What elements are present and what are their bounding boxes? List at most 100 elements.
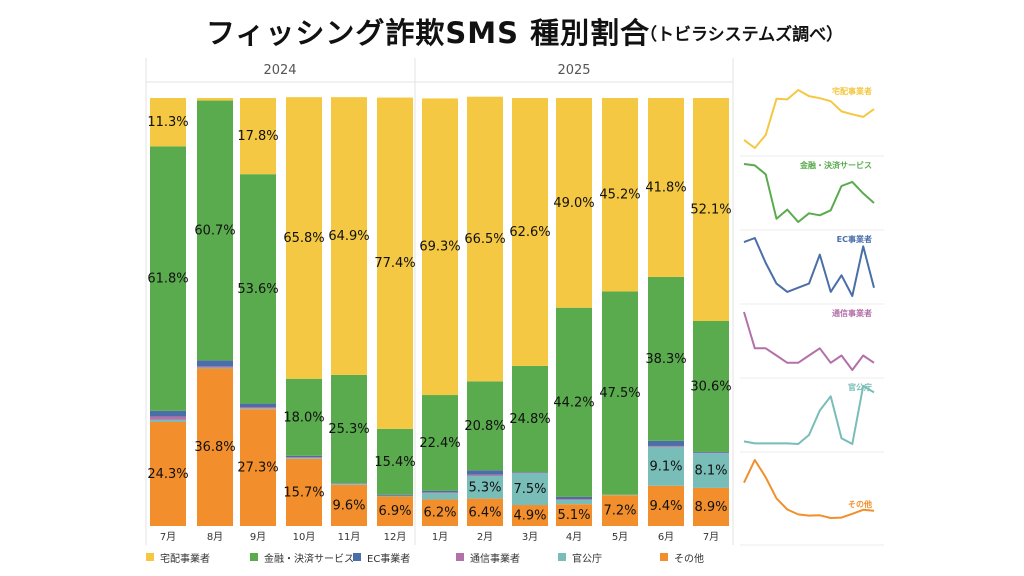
x-tick-label-3: 9月 <box>250 531 266 543</box>
legend-item-government: 官公庁 <box>558 548 602 566</box>
data-label-other-11: 7.2% <box>603 504 636 519</box>
chart-title-area: フィッシング詐欺SMS 種別割合 （トビラシステムズ調べ） <box>0 6 1024 58</box>
data-label-delivery-11: 45.2% <box>599 188 640 203</box>
bar-other-9 <box>512 505 548 526</box>
data-label-delivery-5: 64.9% <box>328 229 369 244</box>
legend-swatch-government <box>558 553 566 561</box>
sparkline-telecom <box>743 311 875 371</box>
sparkline-government <box>743 385 875 445</box>
legend-label-finance: 金融・決済サービス <box>264 553 354 565</box>
data-label-finance-2: 60.7% <box>194 223 235 238</box>
legend-item-delivery: 宅配事業者 <box>146 548 210 566</box>
legend-label-other: その他 <box>674 553 704 565</box>
bar-delivery-9 <box>512 98 548 366</box>
bar-ec-1 <box>150 410 186 417</box>
x-tick-label-6: 12月 <box>384 531 407 543</box>
sparkline-label-government: 官公庁 <box>848 382 872 392</box>
bar-delivery-1 <box>150 98 186 147</box>
x-tick-label-8: 2月 <box>477 531 493 543</box>
bar-government-13 <box>693 453 729 488</box>
data-label-other-4: 15.7% <box>283 485 324 500</box>
bar-government-9 <box>512 472 548 506</box>
data-label-other-12: 9.4% <box>649 499 682 514</box>
data-label-delivery-10: 49.0% <box>553 196 594 211</box>
bar-ec-12 <box>648 440 684 446</box>
sparkline-delivery <box>743 89 875 149</box>
x-tick-label-2: 8月 <box>207 531 223 543</box>
bar-government-4 <box>286 457 322 459</box>
data-label-delivery-1: 11.3% <box>147 115 188 130</box>
bar-government-1 <box>150 419 186 422</box>
data-label-government-12: 9.1% <box>649 459 682 474</box>
legend-swatch-telecom <box>456 553 464 561</box>
bar-delivery-7 <box>422 98 458 396</box>
data-label-other-13: 8.9% <box>694 500 727 515</box>
bar-delivery-5 <box>331 97 367 375</box>
sparkline-label-other: その他 <box>848 499 872 509</box>
data-label-finance-1: 61.8% <box>147 272 188 287</box>
legend-item-finance: 金融・決済サービス <box>250 548 354 566</box>
data-label-other-6: 6.9% <box>378 504 411 519</box>
bar-ec-3 <box>240 403 276 408</box>
x-tick-label-11: 5月 <box>612 531 628 543</box>
data-label-finance-9: 24.8% <box>509 412 550 427</box>
data-label-government-13: 8.1% <box>694 464 727 479</box>
data-label-other-10: 5.1% <box>557 508 590 523</box>
data-label-finance-13: 30.6% <box>690 379 731 394</box>
bar-finance-3 <box>240 174 276 404</box>
x-tick-label-9: 3月 <box>522 531 538 543</box>
bar-telecom-1 <box>150 416 186 420</box>
chart-legend: 宅配事業者 金融・決済サービス EC事業者 通信事業者 官公庁 その他 <box>146 548 906 568</box>
x-tick-label-12: 6月 <box>658 531 674 543</box>
x-tick-label-10: 4月 <box>566 531 582 543</box>
data-label-government-9: 7.5% <box>513 482 546 497</box>
bar-finance-1 <box>150 146 186 411</box>
legend-swatch-ec <box>353 553 361 561</box>
bar-other-6 <box>377 496 413 526</box>
bar-finance-13 <box>693 320 729 452</box>
bar-other-4 <box>286 458 322 526</box>
bar-ec-10 <box>556 496 592 500</box>
bar-delivery-12 <box>648 98 684 277</box>
data-label-delivery-6: 77.4% <box>374 256 415 271</box>
sparkline-finance <box>743 163 875 223</box>
bar-telecom-10 <box>556 499 592 500</box>
sparkline-label-ec: EC事業者 <box>837 234 872 244</box>
legend-swatch-finance <box>250 553 258 561</box>
legend-item-other: その他 <box>660 548 704 566</box>
bar-finance-7 <box>422 395 458 491</box>
bar-ec-13 <box>693 451 729 453</box>
data-label-finance-4: 18.0% <box>283 410 324 425</box>
sparkline-other <box>743 459 875 519</box>
year-label-2024: 2024 <box>263 63 296 78</box>
bar-other-7 <box>422 499 458 526</box>
chart-title: フィッシング詐欺SMS 種別割合 <box>206 16 651 50</box>
bar-delivery-13 <box>693 98 729 321</box>
bar-delivery-3 <box>240 98 276 175</box>
bar-government-3 <box>240 408 276 410</box>
bar-other-8 <box>467 498 503 526</box>
data-label-delivery-13: 52.1% <box>690 202 731 217</box>
data-label-other-2: 36.8% <box>194 440 235 455</box>
data-label-delivery-7: 69.3% <box>419 240 460 255</box>
bar-ec-7 <box>422 490 458 493</box>
data-label-delivery-12: 41.8% <box>645 180 686 195</box>
data-label-finance-5: 25.3% <box>328 422 369 437</box>
bar-delivery-10 <box>556 98 592 308</box>
sparkline-label-delivery: 宅配事業者 <box>832 86 872 96</box>
x-tick-label-4: 10月 <box>293 531 316 543</box>
bar-other-2 <box>197 368 233 526</box>
bar-other-3 <box>240 409 276 526</box>
legend-label-telecom: 通信事業者 <box>470 553 520 565</box>
bar-ec-6 <box>377 494 413 496</box>
x-tick-label-13: 7月 <box>703 531 719 543</box>
data-label-other-9: 4.9% <box>513 509 546 524</box>
legend-item-telecom: 通信事業者 <box>456 548 520 566</box>
bar-finance-6 <box>377 428 413 495</box>
data-label-finance-11: 47.5% <box>599 386 640 401</box>
bar-finance-11 <box>602 291 638 495</box>
bar-finance-9 <box>512 365 548 473</box>
bar-finance-4 <box>286 378 322 456</box>
data-label-delivery-9: 62.6% <box>509 225 550 240</box>
bar-government-5 <box>331 484 367 485</box>
